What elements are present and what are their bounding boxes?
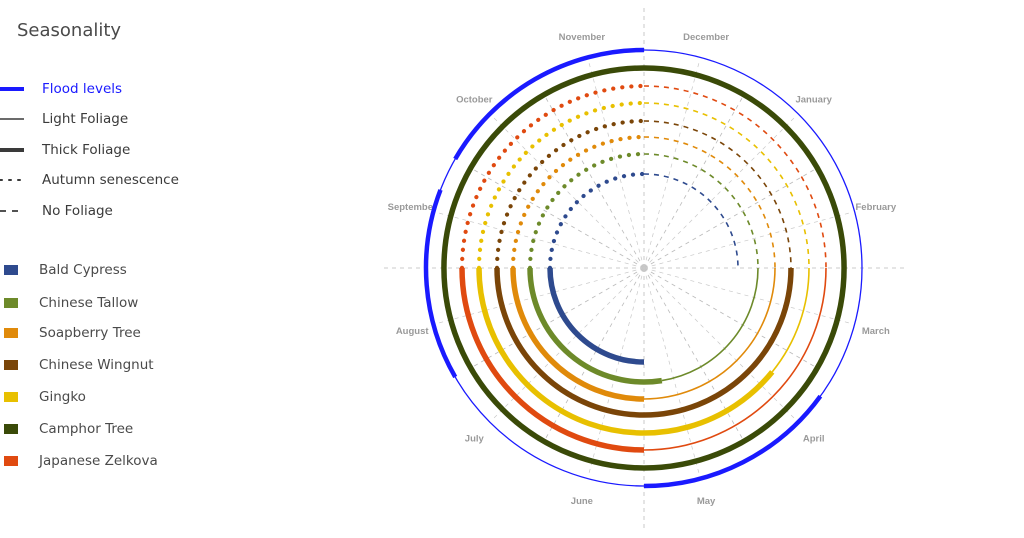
thick-foliage-arc: [459, 267, 645, 453]
month-label: January: [795, 94, 832, 105]
month-spoke: [643, 267, 852, 324]
month-spoke: [643, 115, 797, 269]
species-color-swatch: [4, 392, 18, 402]
thick-foliage-arc: [510, 267, 645, 402]
species-label: Soapberry Tree: [39, 325, 141, 341]
month-spoke: [436, 212, 645, 269]
species-label: Chinese Tallow: [39, 295, 139, 311]
light-foliage-arc: [643, 267, 827, 451]
no-foliage-arc: [643, 136, 776, 269]
legend-label-thick: Thick Foliage: [42, 142, 131, 158]
flood-high-arc: [423, 189, 458, 379]
species-color-swatch: [4, 328, 18, 338]
month-spoke: [643, 267, 797, 421]
month-spoke: [643, 267, 818, 369]
legend-label-autumn: Autumn senescence: [42, 172, 179, 188]
month-spoke: [436, 267, 645, 324]
month-spoke: [470, 267, 645, 369]
light-foliage-arc: [661, 267, 759, 382]
month-spoke: [543, 94, 645, 269]
species-color-swatch: [4, 298, 18, 308]
month-spoke: [491, 115, 645, 269]
light-foliage-arc: [771, 267, 810, 373]
legend-swatch-none: [0, 210, 24, 212]
month-label: November: [559, 32, 606, 43]
thick-foliage-arc: [527, 267, 663, 385]
light-foliage-arc: [643, 267, 776, 400]
month-spoke: [588, 267, 645, 476]
month-spoke: [643, 267, 745, 442]
species-label: Japanese Zelkova: [39, 453, 158, 469]
species-label: Bald Cypress: [39, 262, 127, 278]
species-color-swatch: [4, 360, 18, 370]
thick-foliage-arc: [494, 267, 794, 418]
thick-foliage-arc: [476, 267, 775, 436]
legend-label-flood: Flood levels: [42, 81, 123, 97]
ring-soapberry-tree: [510, 134, 776, 402]
ring-bald-cypress: [547, 171, 739, 365]
ring-camphor-tree: [441, 65, 847, 471]
no-foliage-arc: [643, 85, 827, 269]
species-color-swatch: [4, 424, 18, 434]
month-spoke: [643, 60, 700, 269]
autumn-senescence-arc: [510, 134, 647, 271]
species-label: Chinese Wingnut: [39, 357, 154, 373]
ring-gingko: [476, 100, 810, 436]
month-spoke: [643, 167, 818, 269]
month-label: July: [465, 434, 485, 445]
month-label: May: [697, 496, 716, 507]
month-label: March: [862, 326, 890, 337]
page-title: Seasonality: [17, 20, 122, 41]
month-label: February: [855, 202, 896, 213]
flood-high-arc: [643, 394, 823, 489]
month-label: April: [803, 434, 825, 445]
species-color-swatch: [4, 456, 18, 466]
no-foliage-arc: [643, 102, 810, 269]
month-spoke: [643, 94, 745, 269]
legend-swatch-thick: [0, 148, 24, 152]
month-label: June: [571, 496, 593, 507]
autumn-senescence-arc: [476, 100, 647, 271]
autumn-senescence-arc: [459, 83, 647, 271]
month-spoke: [491, 267, 645, 421]
legend-swatch-flood: [0, 87, 24, 91]
month-label: September: [388, 202, 437, 213]
no-foliage-arc: [643, 173, 739, 269]
thick-foliage-arc: [547, 267, 645, 365]
month-spoke: [470, 167, 645, 269]
autumn-senescence-arc: [547, 171, 647, 271]
month-spoke: [643, 267, 700, 476]
month-spoke: [643, 212, 852, 269]
species-label: Gingko: [39, 389, 86, 405]
species-label: Camphor Tree: [39, 421, 134, 437]
month-label: December: [683, 32, 729, 43]
thick-foliage-arc: [441, 65, 847, 471]
legend-label-none: No Foliage: [42, 203, 113, 219]
flood-high-arc: [453, 47, 645, 161]
no-foliage-arc: [643, 153, 759, 269]
month-label: August: [396, 326, 430, 337]
legend-swatch-autumn: [0, 179, 25, 181]
ring-japanese-zelkova: [459, 83, 827, 453]
ring-chinese-wingnut: [494, 118, 794, 418]
no-foliage-arc: [643, 120, 792, 269]
legend-label-light: Light Foliage: [42, 111, 129, 127]
legend-swatch-light: [0, 118, 24, 120]
month-spoke: [543, 267, 645, 442]
month-label: October: [456, 94, 493, 105]
month-spoke: [588, 60, 645, 269]
ring-chinese-tallow: [527, 151, 759, 385]
autumn-senescence-arc: [527, 151, 647, 271]
autumn-senescence-arc: [494, 118, 647, 271]
species-color-swatch: [4, 265, 18, 275]
